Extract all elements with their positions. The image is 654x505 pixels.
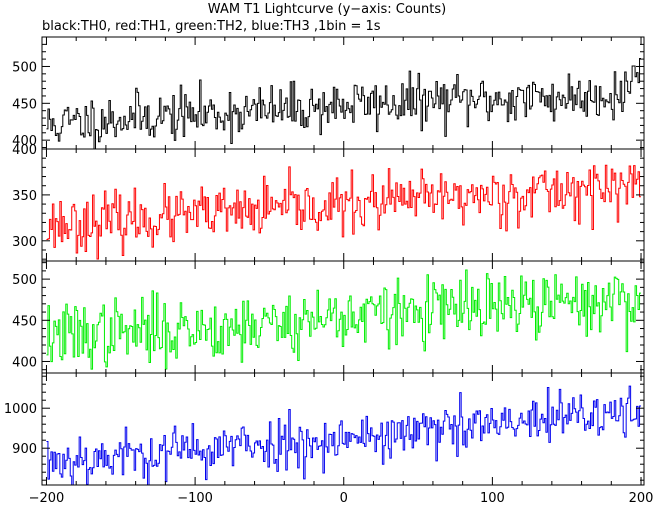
- y-tick-label: 300: [12, 235, 37, 250]
- y-tick-label: 450: [12, 314, 37, 329]
- y-tick-label: 350: [12, 189, 37, 204]
- panel-th3: 900 1000: [4, 372, 645, 486]
- chart-subtitle: black:TH0, red:TH1, green:TH2, blue:TH3 …: [42, 19, 381, 34]
- y-tick-label: 500: [12, 273, 37, 288]
- y-tick-label: 1000: [4, 402, 37, 417]
- lightcurve-th2: [46, 269, 642, 370]
- y-tick-label: 450: [12, 97, 37, 112]
- x-tick-label: 0: [340, 491, 348, 505]
- y-tick-label: 400: [12, 143, 37, 158]
- x-tick-label: −100: [177, 491, 213, 505]
- panel-frame: [41, 372, 645, 486]
- panel-frame: [41, 148, 645, 262]
- panel-th2: 400 450 500: [12, 260, 645, 374]
- lightcurve-th1: [46, 164, 642, 260]
- panel-th1: 300 350 400: [12, 143, 645, 262]
- x-tick-label: 100: [480, 491, 505, 505]
- y-tick-label: 900: [12, 442, 37, 457]
- panel-th0: 400 450 500: [12, 36, 645, 150]
- y-tick-label: 400: [12, 134, 37, 149]
- lightcurve-th0: [46, 58, 642, 149]
- x-tick-label: 200: [629, 491, 654, 505]
- chart-title: WAM T1 Lightcurve (y−axis: Counts): [207, 2, 447, 17]
- y-tick-label: 400: [12, 355, 37, 370]
- x-tick-label: −200: [29, 491, 65, 505]
- lightcurve-th3: [46, 385, 642, 485]
- y-tick-label: 500: [12, 60, 37, 75]
